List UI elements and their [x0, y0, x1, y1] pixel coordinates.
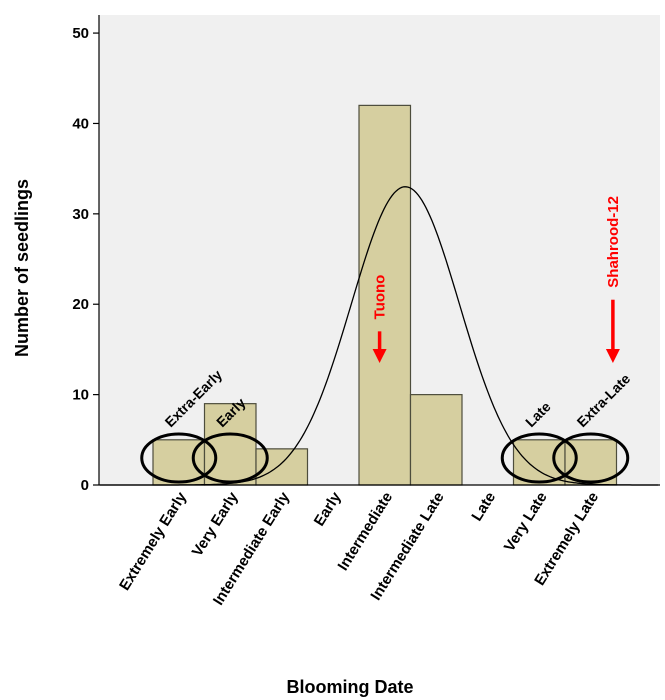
y-tick-label: 10: [72, 387, 89, 404]
annotation-circle: [140, 432, 218, 484]
x-axis-title: Blooming Date: [286, 677, 413, 697]
bar: [409, 394, 463, 486]
annotation-arrow-label: Tuono: [372, 275, 389, 320]
x-tick-label: Intermediate: [334, 489, 396, 574]
annotation-circle: [552, 432, 630, 484]
annotation-arrow-head: [372, 348, 387, 363]
annotation-circle: [191, 432, 269, 484]
annotation-arrows: Tuono Shahrood-12: [372, 196, 622, 363]
y-axis-title: Number of seedlings: [12, 179, 32, 357]
x-tick-label: Early: [311, 489, 345, 530]
y-ticks: 0 10 20 30 40 50: [72, 25, 99, 494]
annotation-circle: [500, 432, 578, 484]
y-tick-label: 50: [72, 25, 89, 42]
x-tick-label: Extremely Early: [116, 489, 190, 594]
y-tick-label: 20: [72, 296, 89, 313]
x-tick-label: Late: [468, 489, 499, 524]
y-tick-label: 0: [81, 477, 89, 494]
annotation-arrow-label: Shahrood-12: [605, 196, 622, 288]
x-tick-label: Very Early: [189, 489, 242, 560]
y-tick-label: 40: [72, 115, 89, 132]
annotation-arrow-head: [605, 348, 620, 363]
x-tick-label: Very Late: [501, 489, 551, 555]
bar: [203, 403, 257, 486]
y-tick-label: 30: [72, 206, 89, 223]
